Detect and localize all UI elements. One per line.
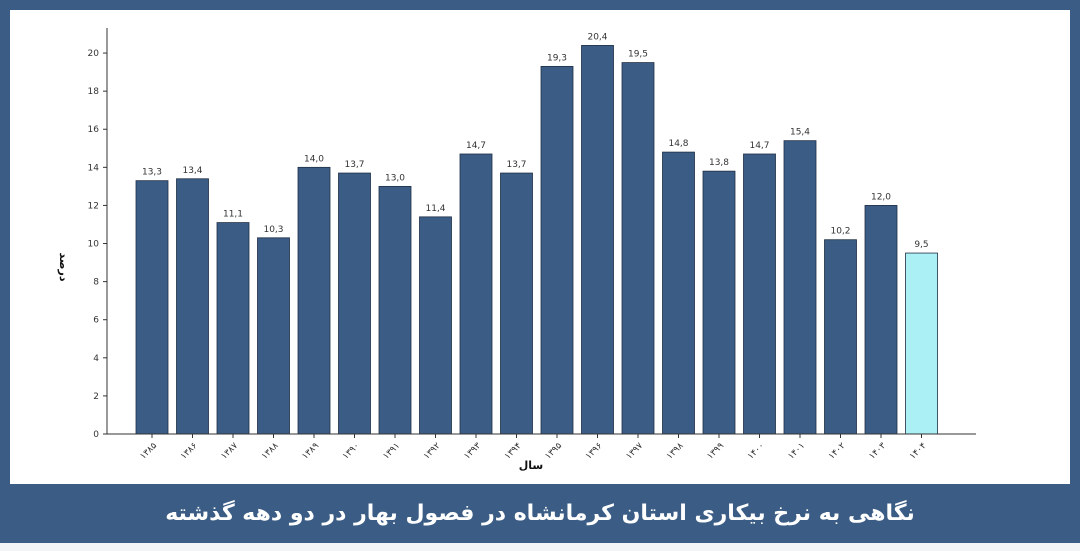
- bar-value-label: 10,2: [830, 227, 850, 237]
- bar-value-label: 19,5: [628, 50, 648, 60]
- bar-value-label: 13,7: [506, 160, 526, 170]
- bar-۱۳۹۱: [378, 185, 412, 435]
- bar-value-label: 13,7: [344, 160, 364, 170]
- bar-۱۳۹۶: [581, 45, 614, 435]
- bar-value-label: 10,3: [263, 225, 283, 235]
- bar-value-label: 11,1: [223, 210, 243, 220]
- chart-caption: نگاهی به نرخ بیکاری استان کرمانشاه در فص…: [165, 501, 915, 526]
- bar-۱۳۹۸: [662, 151, 695, 435]
- x-tick-label: ۱۴۰۲: [827, 441, 848, 462]
- y-tick-label: 10: [88, 240, 100, 250]
- bar-value-label: 19,3: [547, 53, 567, 63]
- bar-۱۳۹۷: [621, 62, 655, 435]
- bar-۱۳۹۲: [419, 216, 452, 435]
- bar-۱۳۸۶: [176, 178, 209, 435]
- bar-۱۳۹۹: [702, 170, 736, 435]
- x-tick-label: ۱۳۹۶: [584, 441, 605, 462]
- bar-۱۳۹۵: [540, 65, 574, 435]
- x-tick-label: ۱۳۹۰: [341, 441, 362, 462]
- bar-value-label: 11,4: [425, 204, 445, 214]
- bar-value-label: 14,0: [304, 154, 324, 164]
- x-tick-label: ۱۳۸۵: [138, 441, 159, 462]
- y-tick-label: 4: [93, 354, 99, 364]
- bar-۱۴۰۱: [783, 140, 817, 435]
- x-axis-ticks: ۱۳۸۵ ۱۳۸۶ ۱۳۸۷ ۱۳۸۸ ۱۳۸۹ ۱۳۹۰ ۱۳۹۱ ۱۳۹۲ ۱۳۹۳ ۱۳۹۴…: [138, 434, 929, 462]
- bar-value-label: 15,4: [790, 128, 810, 138]
- bar-۱۴۰۲: [824, 239, 857, 435]
- bar-value-labels: 13,3 13,4 11,1 10,3 14,0 13,7 13,0 11,4 14,7 13,7…: [142, 32, 929, 250]
- bar-value-label: 9,5: [914, 240, 928, 250]
- x-tick-label: ۱۴۰۴: [908, 441, 929, 462]
- y-axis-title: درصد: [57, 253, 70, 282]
- bar-series: [135, 45, 938, 435]
- y-tick-label: 12: [88, 201, 99, 211]
- x-tick-label: ۱۳۹۹: [705, 441, 726, 462]
- x-tick-label: ۱۳۹۷: [624, 441, 645, 462]
- x-axis-title: سال: [519, 459, 544, 472]
- y-tick-label: 2: [93, 392, 99, 402]
- x-tick-label: ۱۳۹۲: [422, 441, 443, 462]
- chart-panel: 0 2 4 6 8 10 12 14 16 18 20 13,3 13,4 11,1 10,3 14,0 13…: [10, 10, 1070, 484]
- bar-۱۳۸۸: [257, 237, 290, 435]
- bar-value-label: 14,7: [466, 141, 486, 151]
- y-tick-label: 6: [93, 316, 99, 326]
- bar-۱۴۰۳: [864, 205, 898, 435]
- x-tick-label: ۱۴۰۳: [867, 441, 888, 462]
- y-tick-label: 0: [93, 430, 99, 440]
- bar-۱۳۹۰: [338, 172, 371, 435]
- y-tick-label: 20: [88, 49, 100, 59]
- bar-value-label: 13,0: [385, 173, 405, 183]
- bar-۱۴۰۴: [905, 252, 938, 435]
- y-tick-label: 8: [93, 278, 99, 288]
- x-tick-label: ۱۳۹۳: [462, 441, 483, 462]
- bar-۱۳۸۵: [135, 180, 169, 435]
- y-axis-ticks: 0 2 4 6 8 10 12 14 16 18 20: [88, 49, 107, 440]
- y-tick-label: 14: [88, 163, 100, 173]
- x-tick-label: ۱۳۹۵: [543, 441, 564, 462]
- x-tick-label: ۱۳۸۸: [260, 441, 281, 462]
- bar-۱۴۰۰: [743, 153, 776, 435]
- caption-bar: نگاهی به نرخ بیکاری استان کرمانشاه در فص…: [0, 484, 1080, 543]
- x-tick-label: ۱۴۰۱: [786, 441, 807, 462]
- bar-۱۳۹۴: [500, 172, 533, 435]
- x-tick-label: ۱۳۸۹: [300, 441, 321, 462]
- x-tick-label: ۱۳۸۷: [219, 441, 240, 462]
- y-tick-label: 18: [88, 87, 100, 97]
- bar-value-label: 14,7: [749, 141, 769, 151]
- bar-value-label: 13,8: [709, 158, 729, 168]
- bar-value-label: 20,4: [587, 32, 607, 42]
- x-tick-label: ۱۳۹۱: [381, 441, 402, 462]
- x-tick-label: ۱۳۸۶: [179, 441, 200, 462]
- bar-۱۳۹۳: [459, 153, 493, 435]
- bar-۱۳۸۷: [216, 222, 250, 435]
- x-tick-label: ۱۳۹۸: [665, 441, 686, 462]
- bar-value-label: 14,8: [668, 139, 688, 149]
- bottom-strip: [0, 543, 1080, 551]
- bar-value-label: 13,3: [142, 168, 162, 178]
- bar-۱۳۸۹: [297, 166, 331, 435]
- bar-value-label: 13,4: [182, 166, 202, 176]
- y-tick-label: 16: [88, 125, 100, 135]
- bar-value-label: 12,0: [871, 192, 891, 202]
- x-tick-label: ۱۴۰۰: [746, 441, 767, 462]
